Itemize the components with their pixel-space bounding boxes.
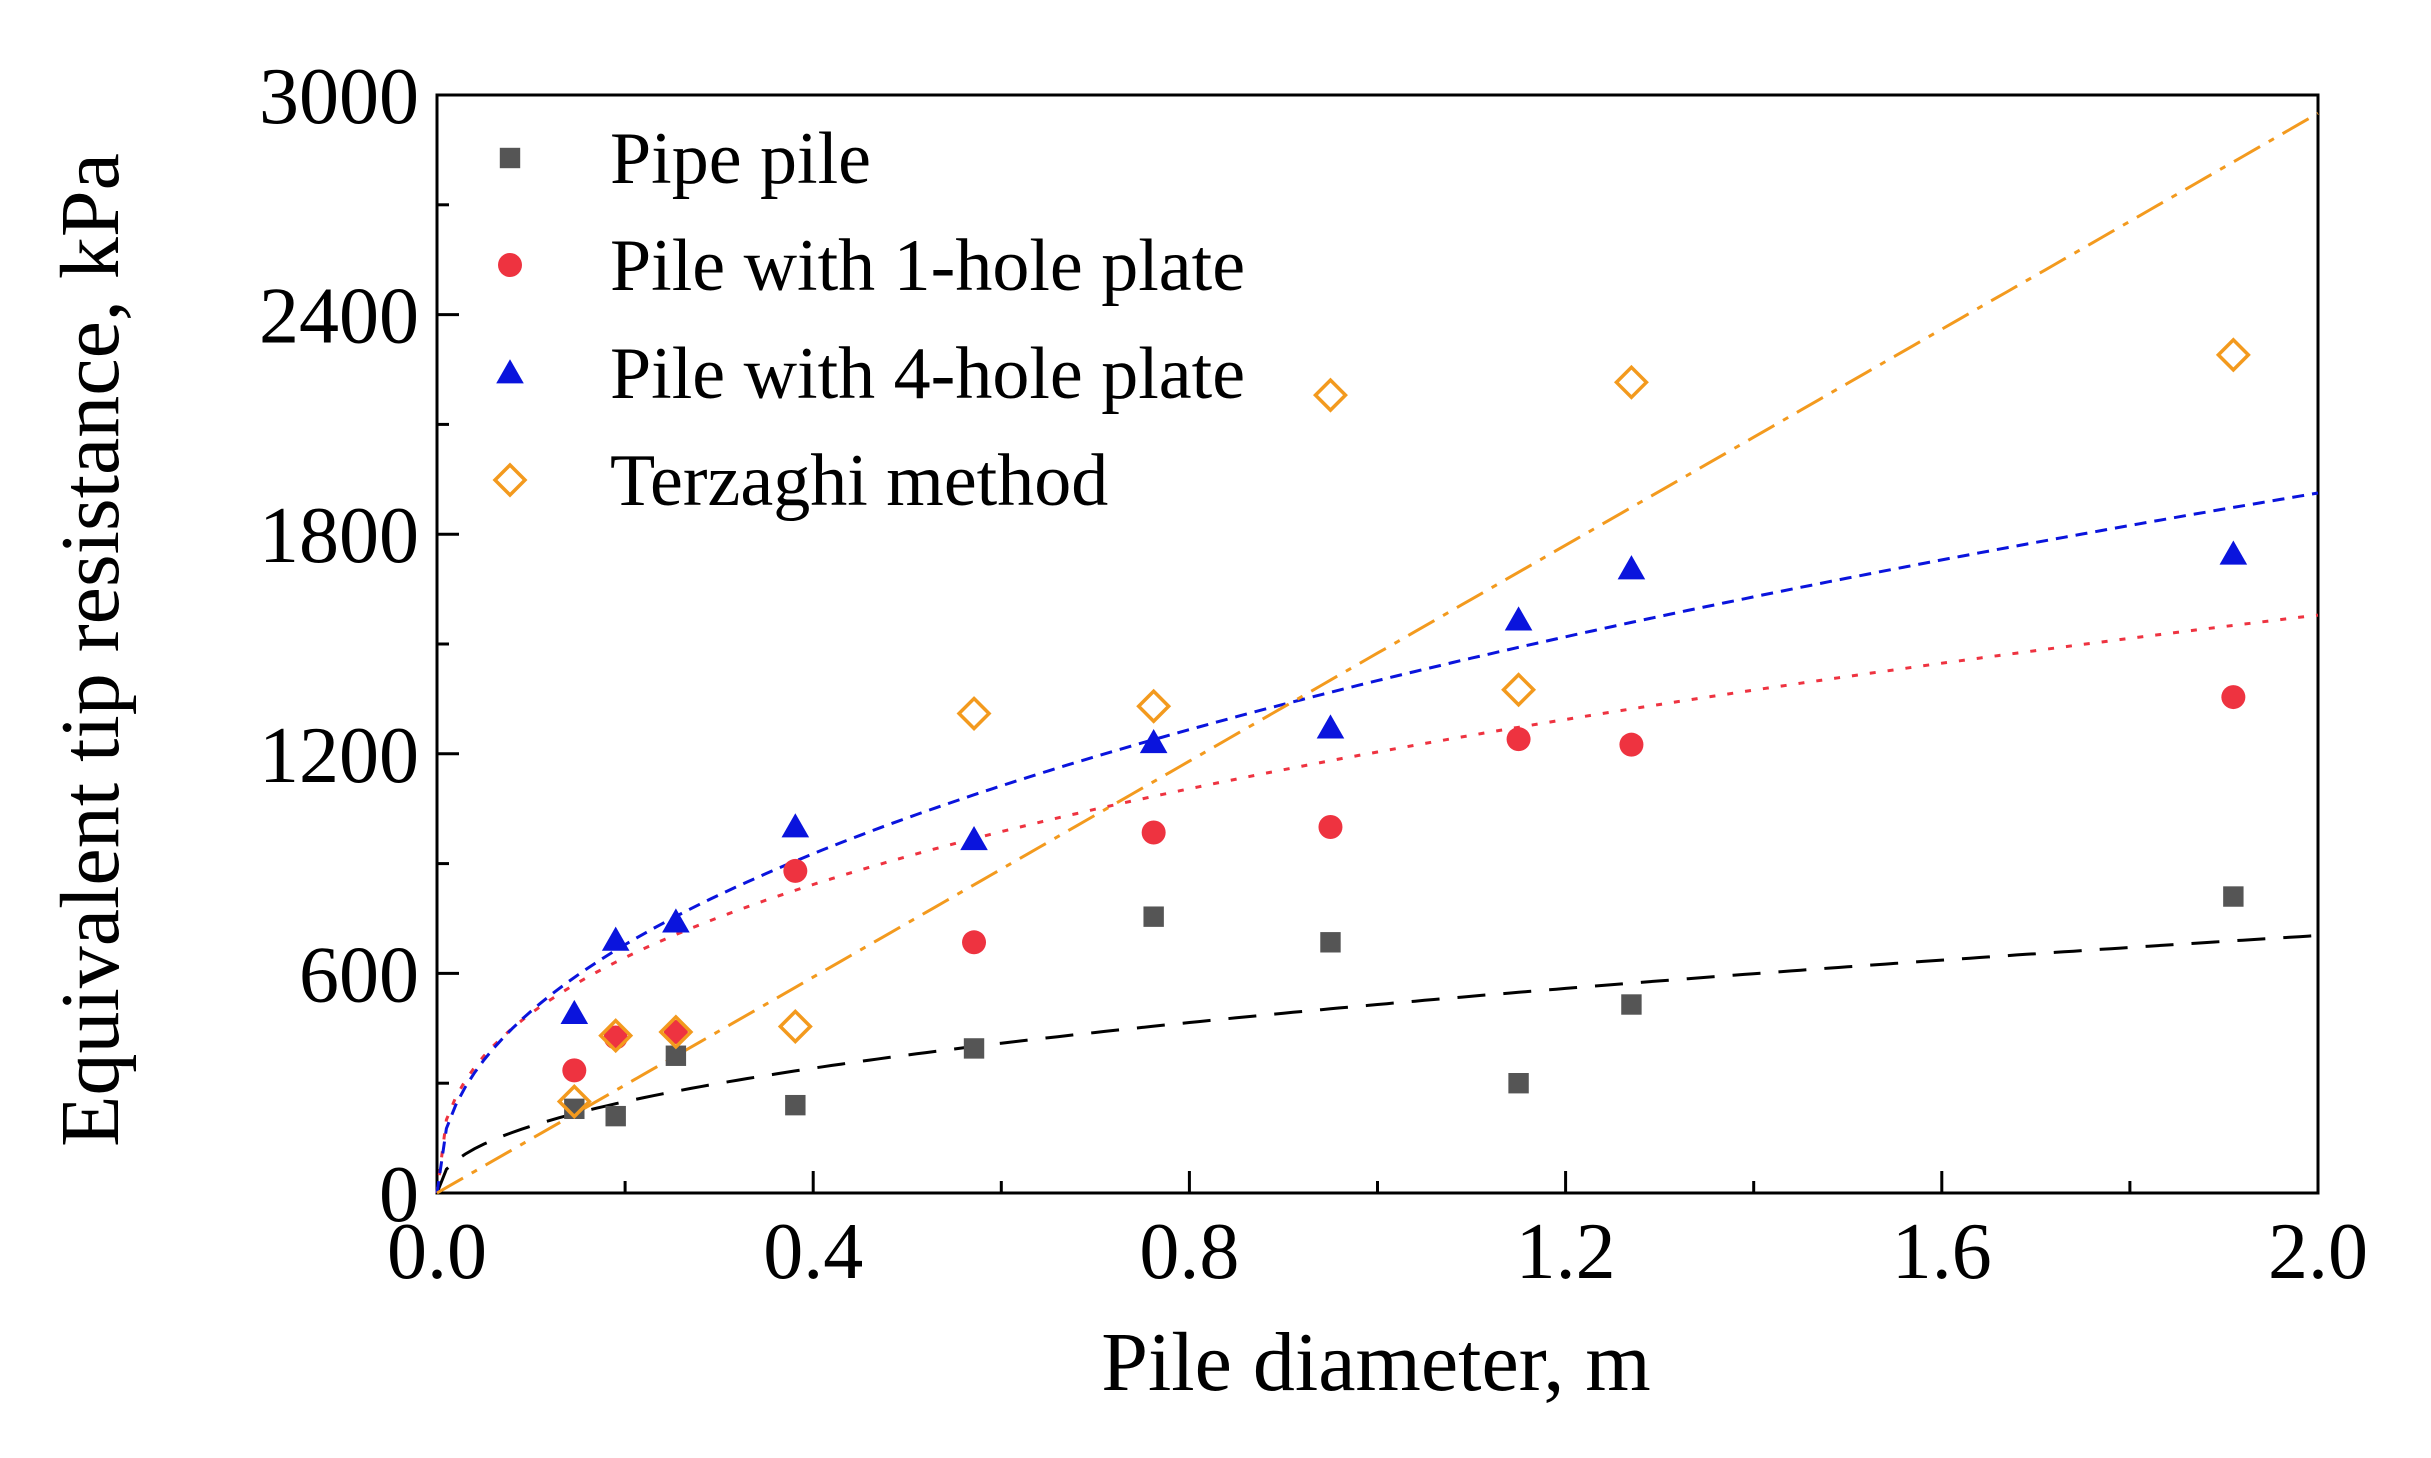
data-point <box>1621 994 1642 1015</box>
y-axis-title: Equivalent tip resistance, kPa <box>44 153 137 1147</box>
y-tick-label: 2400 <box>259 273 419 361</box>
data-point <box>777 1008 813 1044</box>
data-point <box>1320 932 1341 953</box>
legend-marker <box>499 147 521 169</box>
data-point <box>963 1038 985 1059</box>
x-ticks: 0.0 0.4 0.8 1.2 1.6 2.0 <box>387 1171 2368 1296</box>
data-point <box>1613 364 1649 400</box>
y-tick-label: 1200 <box>259 712 419 800</box>
x-tick-label: 0.0 <box>387 1208 487 1296</box>
data-point <box>601 926 630 951</box>
data-point <box>1143 906 1164 927</box>
data-point <box>663 1019 688 1044</box>
legend-marker <box>492 462 528 498</box>
data-point <box>960 826 988 851</box>
y-ticks: 0 600 1200 1800 2400 3000 <box>259 53 459 1239</box>
data-point <box>956 696 992 732</box>
data-point <box>1508 1073 1529 1094</box>
fit-lines <box>435 111 2319 1195</box>
data-point <box>2215 337 2251 373</box>
data-point <box>1506 727 1531 752</box>
y-tick-label: 1800 <box>259 492 419 580</box>
data-point <box>605 1105 626 1127</box>
x-tick-label: 0.4 <box>763 1208 863 1296</box>
data-point <box>1141 820 1166 845</box>
data-point <box>2221 685 2246 710</box>
data-point <box>1316 714 1345 739</box>
legend-label: Pipe pile <box>610 118 871 200</box>
data-point <box>785 1094 806 1116</box>
legend-label: Terzaghi method <box>610 440 1108 522</box>
data-point <box>781 813 810 838</box>
data-point <box>564 1098 585 1120</box>
x-tick-label: 1.2 <box>1516 1208 1616 1296</box>
fit-line-pile-with-1-hole-plate <box>435 613 2319 1194</box>
data-point <box>658 1014 694 1050</box>
data-point <box>1139 729 1168 754</box>
data-point <box>2219 540 2248 565</box>
legend-marker <box>496 359 524 384</box>
x-tick-label: 1.6 <box>1892 1208 1992 1296</box>
fit-line-pipe-pile <box>435 934 2319 1194</box>
legend-label: Pile with 4-hole plate <box>610 333 1245 415</box>
data-point <box>1136 688 1172 724</box>
legend: Pipe pile Pile with 1-hole plate Pile with… <box>492 118 1245 522</box>
data-point <box>962 930 987 955</box>
data-point <box>783 858 808 883</box>
legend-marker <box>498 253 522 277</box>
data-point <box>598 1018 634 1054</box>
data-point <box>665 1045 687 1066</box>
fit-line-pile-with-4-hole-plate <box>435 491 2319 1194</box>
data-point <box>1504 606 1533 631</box>
data-point <box>2223 886 2244 907</box>
x-tick-label: 2.0 <box>2268 1208 2368 1296</box>
data-point <box>1501 672 1537 708</box>
data-point <box>1617 555 1646 580</box>
x-tick-label: 0.8 <box>1139 1208 1239 1296</box>
data-point <box>1619 732 1644 757</box>
data-point <box>556 1084 592 1119</box>
x-axis-title: Pile diameter, m <box>1101 1316 1651 1409</box>
y-tick-label: 0 <box>379 1151 419 1239</box>
legend-label: Pile with 1-hole plate <box>610 225 1245 307</box>
fit-line-terzaghi-method <box>436 111 2319 1195</box>
y-tick-label: 600 <box>299 931 419 1019</box>
data-point <box>1313 377 1348 413</box>
data-point <box>662 908 690 933</box>
data-point <box>562 1058 587 1083</box>
y-tick-label: 3000 <box>259 53 419 141</box>
data-points <box>556 337 2251 1127</box>
data-point <box>560 999 589 1025</box>
data-point <box>1318 815 1343 839</box>
